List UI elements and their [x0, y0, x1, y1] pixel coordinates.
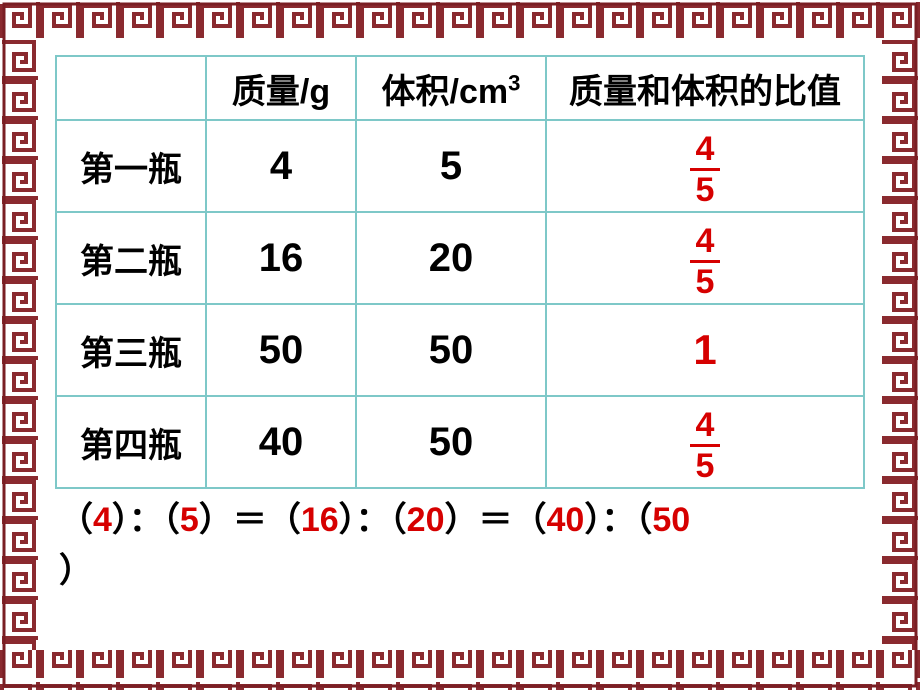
row2-volume: 20 — [356, 212, 546, 304]
fraction: 4 5 — [690, 132, 721, 207]
proportion-equation: （4）：（5）＝（16）：（20）＝（40）：（50 ） — [55, 495, 865, 597]
row4-mass: 40 — [206, 396, 356, 488]
header-volume-text: 体积/cm3 — [382, 73, 521, 111]
fraction: 4 5 — [690, 224, 721, 299]
slide-content: 质量/g 体积/cm3 质量和体积的比值 第一瓶 4 5 4 5 第二瓶 16 — [55, 55, 865, 635]
row3-label: 第三瓶 — [56, 304, 206, 396]
row1-mass: 4 — [206, 120, 356, 212]
table-header-row: 质量/g 体积/cm3 质量和体积的比值 — [56, 56, 864, 120]
table-row: 第二瓶 16 20 4 5 — [56, 212, 864, 304]
row2-ratio: 4 5 — [546, 212, 864, 304]
row1-ratio: 4 5 — [546, 120, 864, 212]
row4-volume: 50 — [356, 396, 546, 488]
header-mass: 质量/g — [206, 56, 356, 120]
header-volume: 体积/cm3 — [356, 56, 546, 120]
row3-volume: 50 — [356, 304, 546, 396]
ratio-table: 质量/g 体积/cm3 质量和体积的比值 第一瓶 4 5 4 5 第二瓶 16 — [55, 55, 865, 489]
row4-ratio: 4 5 — [546, 396, 864, 488]
table-row: 第一瓶 4 5 4 5 — [56, 120, 864, 212]
row4-label: 第四瓶 — [56, 396, 206, 488]
row3-ratio: 1 — [546, 304, 864, 396]
row1-label: 第一瓶 — [56, 120, 206, 212]
table-row: 第四瓶 40 50 4 5 — [56, 396, 864, 488]
equation-trailing-paren: ） — [59, 546, 865, 597]
row2-mass: 16 — [206, 212, 356, 304]
ratio-value: 1 — [693, 326, 716, 373]
row2-label: 第二瓶 — [56, 212, 206, 304]
header-blank — [56, 56, 206, 120]
row3-mass: 50 — [206, 304, 356, 396]
fraction: 4 5 — [690, 408, 721, 483]
row1-volume: 5 — [356, 120, 546, 212]
header-ratio: 质量和体积的比值 — [546, 56, 864, 120]
table-row: 第三瓶 50 50 1 — [56, 304, 864, 396]
